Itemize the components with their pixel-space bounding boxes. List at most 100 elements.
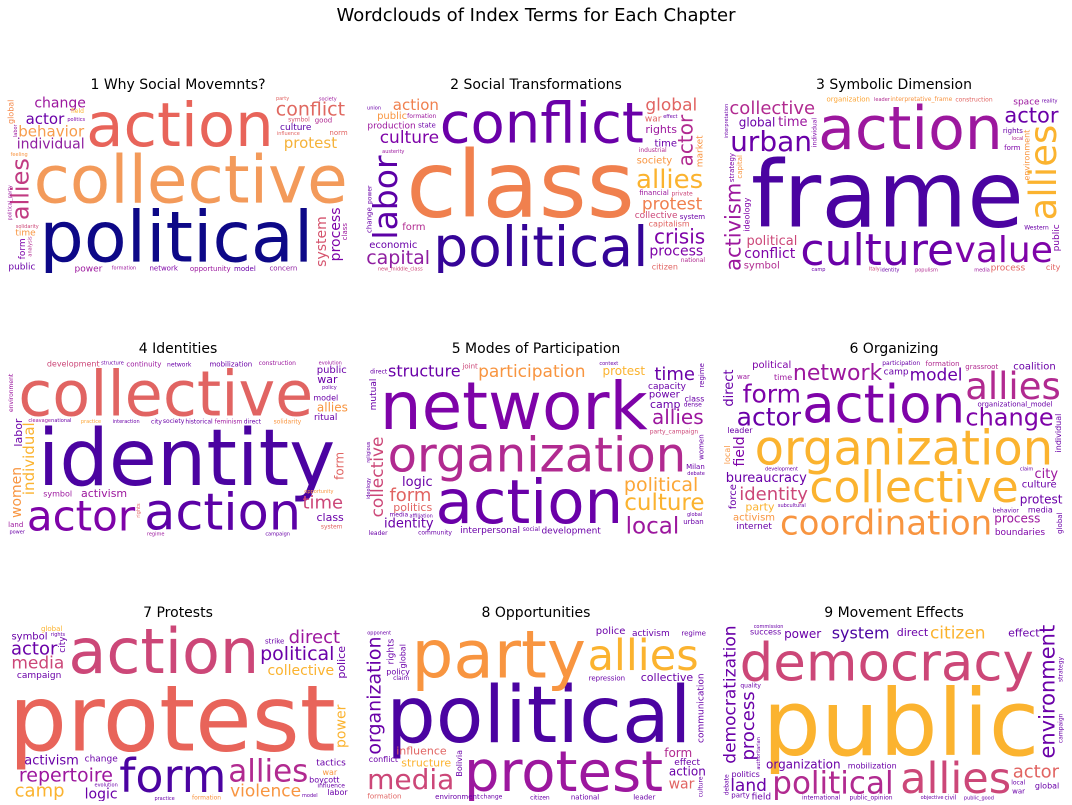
word-populism: populism xyxy=(915,268,938,273)
word-war: war xyxy=(737,373,750,381)
word-public: public xyxy=(1052,224,1062,251)
word-allies: allies xyxy=(900,754,1011,801)
word-political: political xyxy=(386,671,691,761)
word-local: local xyxy=(723,446,732,465)
word-structure: structure xyxy=(101,360,124,366)
word-interpersonal: interpersonal xyxy=(460,526,520,536)
word-force: force xyxy=(728,484,739,509)
word-allies: allies xyxy=(636,165,703,195)
word-actor: actor xyxy=(737,402,802,431)
word-good: good xyxy=(315,117,332,125)
word-power: power xyxy=(649,390,681,401)
word-mobilization: mobilization xyxy=(848,762,897,771)
word-campaign: campaign xyxy=(1057,713,1064,743)
word-change: change xyxy=(366,207,374,233)
panel-title: 8 Opportunities xyxy=(481,605,591,621)
word-urban: urban xyxy=(730,125,812,158)
word-activism: activism xyxy=(723,183,745,271)
word-mobilization: mobilization xyxy=(209,361,252,369)
word-protest: protest xyxy=(9,665,336,772)
word-public-good: public_good xyxy=(964,796,994,801)
word-activism: activism xyxy=(81,487,127,500)
word-collective: collective xyxy=(635,211,678,221)
word-network: network xyxy=(380,368,649,445)
word-ritual: ritual xyxy=(314,413,337,423)
word-local: local xyxy=(1012,136,1024,142)
word-process: process xyxy=(994,511,1040,525)
word-subcultural: subcultural xyxy=(778,503,806,509)
word-form: form xyxy=(18,238,28,259)
word-citizen: citizen xyxy=(530,795,550,801)
word-rights: rights xyxy=(386,638,396,664)
word-construction: construction xyxy=(955,97,993,104)
word-form: form xyxy=(743,380,801,409)
word-campaign: campaign xyxy=(265,532,290,537)
panel-title: 3 Symbolic Dimension xyxy=(816,77,972,93)
word-culture: culture xyxy=(1022,480,1057,491)
word-dense: dense xyxy=(684,401,702,408)
word-boycott: boycott xyxy=(309,775,339,784)
word-labor: labor xyxy=(12,418,25,447)
word-society: society xyxy=(163,418,185,425)
word-individual: individual xyxy=(17,137,85,153)
wordcloud-canvas: organization network action participation po… xyxy=(365,359,707,537)
word-collective: collective xyxy=(809,462,1018,513)
word-labor: labor xyxy=(366,155,405,240)
word-land: land xyxy=(8,521,23,529)
word-success: success xyxy=(750,628,781,637)
wordcloud-panel: 1 Why Social Movemnts? collective politica… xyxy=(7,77,349,273)
word-action: action xyxy=(144,484,301,537)
word-conflict: conflict xyxy=(276,99,345,121)
word-capital: capital xyxy=(736,155,744,179)
word-allies: allies xyxy=(588,631,699,681)
wordcloud-panel: 9 Movement Effects public democracy allies p… xyxy=(723,605,1065,801)
word-political: political xyxy=(752,360,791,371)
word-direct: direct xyxy=(723,369,737,406)
word-change: change xyxy=(965,404,1053,432)
word-community: community xyxy=(418,529,452,536)
word-leader: leader xyxy=(727,426,753,435)
word-party-campaign: party_campaign xyxy=(650,429,699,436)
word-global: global xyxy=(687,512,702,518)
word-religious: religious xyxy=(366,441,372,463)
word-protest: protest xyxy=(284,134,337,152)
word-process: process xyxy=(328,208,344,262)
word-direct: direct xyxy=(370,368,388,375)
word-war: war xyxy=(645,115,662,125)
word-power: power xyxy=(367,185,374,204)
word-model: model xyxy=(302,793,318,799)
word-action: action xyxy=(68,623,259,688)
word-system: system xyxy=(680,213,705,221)
word-feminism: feminism xyxy=(215,419,243,426)
word-power: power xyxy=(784,627,821,641)
word-conflict: conflict xyxy=(744,246,796,262)
word-formation: formation xyxy=(112,266,136,272)
wordcloud-canvas: identity collective action actor time activis… xyxy=(7,359,349,537)
word-identity: identity xyxy=(880,268,899,273)
word-power: power xyxy=(9,529,25,535)
word-form: form xyxy=(1004,144,1021,152)
word-development: development xyxy=(541,526,601,536)
word-norm: norm xyxy=(329,129,347,137)
word-collective: collective xyxy=(729,98,815,119)
word-solidarity: solidarity xyxy=(16,224,39,230)
word-media: media xyxy=(367,763,454,796)
word-form: form xyxy=(664,746,692,760)
word-collective: collective xyxy=(641,671,694,684)
word-political: political xyxy=(39,197,313,273)
word-national: national xyxy=(51,418,71,424)
word-private: private xyxy=(671,190,693,197)
word-symbol: symbol xyxy=(11,632,47,643)
word-industrial: industrial xyxy=(639,147,667,154)
wordcloud-panel: 4 Identities identity collective action acto… xyxy=(7,341,349,537)
word-identity: identity xyxy=(38,414,336,504)
word-citizen: citizen xyxy=(930,623,986,643)
word-organization: organization xyxy=(365,637,386,755)
word-war: war xyxy=(322,768,337,777)
word-change: change xyxy=(480,793,502,800)
word-opportunity: opportunity xyxy=(190,265,231,273)
word-local: local xyxy=(626,513,680,537)
word-symbol: symbol xyxy=(288,117,310,124)
